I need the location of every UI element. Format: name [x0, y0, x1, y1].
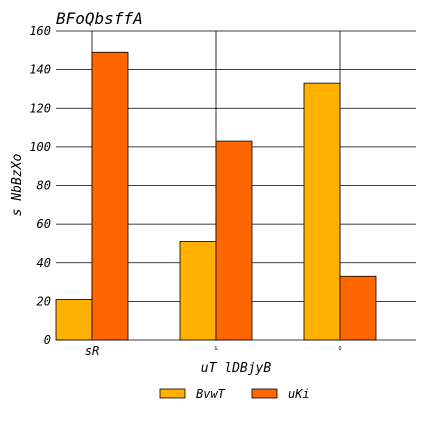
bar-BvwT-Q [303, 82, 341, 341]
y-axis-label: s NbBzXo [10, 154, 25, 217]
bars [55, 51, 377, 341]
bar-uKi-sR [91, 51, 129, 341]
y-tick-label: 20 [37, 294, 51, 308]
bar-BvwT-G [179, 241, 217, 341]
chart-title: BFoQbsffA [56, 9, 143, 28]
y-tick-label: 60 [37, 217, 51, 231]
x-axis-ticks: sR G Q [85, 344, 342, 358]
y-tick-label: 160 [29, 24, 51, 38]
x-axis-label: uT lDBjyB [201, 361, 272, 376]
y-tick-label: 100 [29, 140, 51, 154]
y-tick-label: 0 [44, 333, 51, 347]
bar-uKi-Q [339, 275, 377, 341]
legend-swatch [251, 388, 278, 399]
legend: BvwT uKi [159, 387, 310, 401]
legend-label: uKi [288, 387, 310, 401]
y-tick-label: 80 [37, 179, 51, 193]
x-tick-label: G [214, 346, 217, 352]
y-tick-label: 120 [29, 101, 51, 115]
x-tick-label: sR [85, 344, 99, 358]
y-axis-ticks: 0 20 40 60 80 100 120 140 160 [29, 24, 51, 347]
y-tick-label: 140 [29, 63, 51, 77]
x-tick-label: Q [338, 346, 341, 352]
legend-swatch [159, 388, 186, 399]
bar-BvwT-sR [55, 299, 93, 341]
legend-label: BvwT [196, 387, 226, 401]
bar-uKi-G [215, 140, 253, 341]
y-tick-label: 40 [37, 256, 51, 270]
